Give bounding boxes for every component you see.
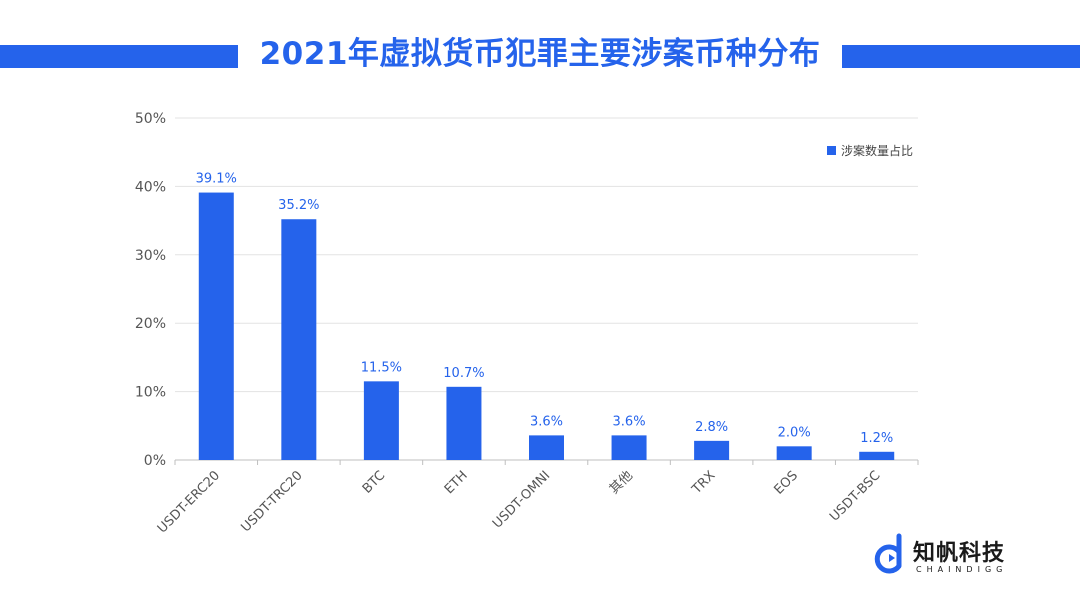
category-label: ETH — [442, 468, 471, 497]
category-label: 其他 — [607, 468, 636, 497]
data-label: 11.5% — [361, 360, 402, 375]
bar — [611, 435, 647, 460]
title-decoration-right — [842, 45, 1080, 68]
bar — [281, 219, 317, 460]
bar — [446, 386, 482, 460]
category-label: EOS — [772, 468, 801, 497]
category-label: BTC — [360, 468, 388, 496]
y-tick-label: 10% — [135, 385, 166, 401]
chaindigg-logo-icon — [874, 533, 902, 574]
bar — [859, 451, 895, 460]
data-label: 2.0% — [778, 425, 811, 440]
bar — [198, 192, 234, 460]
legend-label: 涉案数量占比 — [841, 143, 913, 158]
bar — [694, 440, 730, 460]
category-label: TRX — [689, 468, 719, 498]
logo-subtitle: CHAINDIGG — [916, 565, 1008, 574]
data-label: 1.2% — [860, 431, 893, 446]
category-label: USDT-TRC20 — [239, 468, 306, 535]
data-label: 39.1% — [196, 172, 237, 187]
y-tick-label: 30% — [135, 248, 166, 264]
category-label: USDT-ERC20 — [155, 468, 223, 536]
logo-name: 知帆科技 — [913, 541, 1006, 566]
legend-swatch — [827, 146, 836, 155]
y-tick-label: 20% — [135, 316, 166, 332]
bar — [363, 381, 399, 460]
bar — [776, 446, 812, 460]
title-decoration-left — [0, 45, 238, 68]
data-label: 35.2% — [278, 198, 319, 213]
data-label: 3.6% — [530, 414, 563, 429]
brand-logo: 知帆科技 CHAINDIGG — [873, 532, 1023, 582]
y-tick-label: 0% — [144, 453, 166, 469]
chart-title: 2021年虚拟货币犯罪主要涉案币种分布 — [259, 36, 821, 72]
category-label: USDT-BSC — [827, 468, 883, 524]
data-label: 3.6% — [613, 414, 646, 429]
data-label: 2.8% — [695, 420, 728, 435]
category-label: USDT-OMNI — [490, 468, 553, 531]
y-tick-label: 50% — [135, 111, 166, 127]
bar — [529, 435, 564, 460]
data-label: 10.7% — [443, 366, 484, 381]
y-tick-label: 40% — [135, 179, 166, 195]
